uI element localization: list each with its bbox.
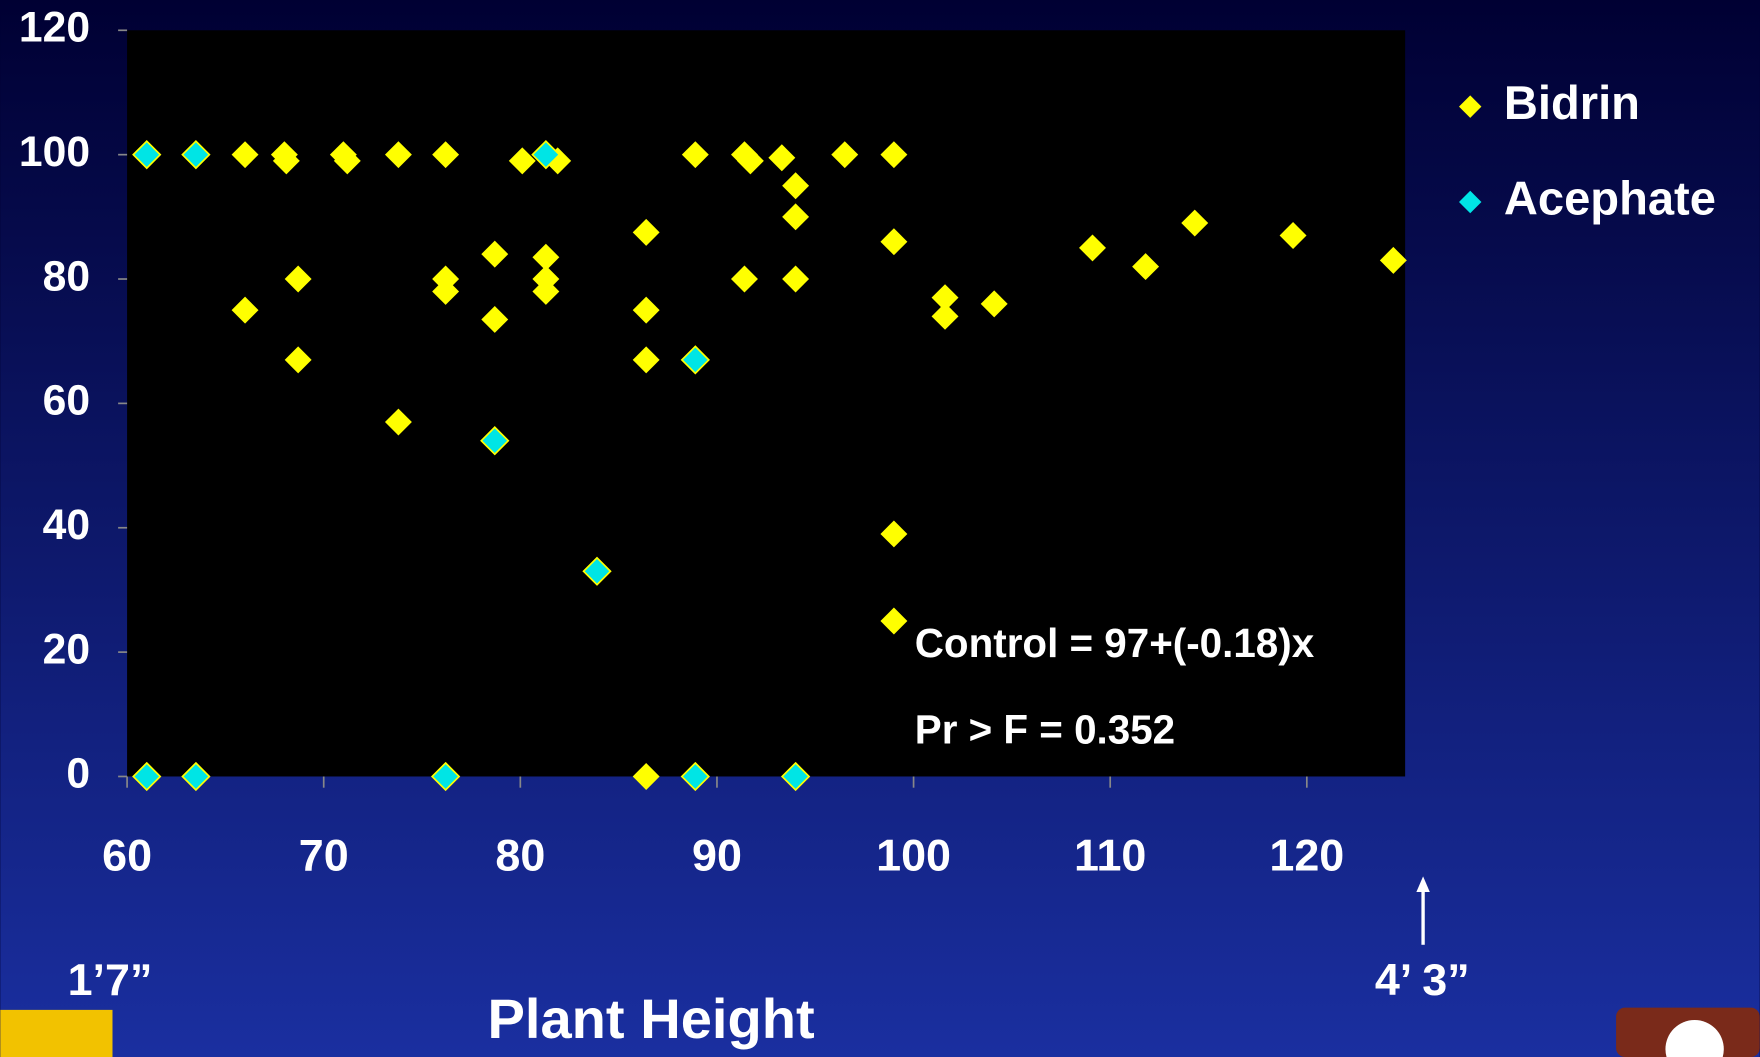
x-tick-label: 90 [692,829,742,880]
y-tick-label: 80 [43,252,90,300]
y-tick-label: 0 [66,750,90,798]
point [1379,246,1407,274]
point [768,144,796,172]
annotation: Control = 97+(-0.18)x [915,620,1315,666]
y-tick-label: 100 [19,128,90,176]
point [980,290,1008,318]
logo-left [0,1009,113,1057]
point [582,556,612,586]
point [632,763,660,790]
arrow-head [1416,876,1430,893]
point [782,172,810,200]
point [132,761,162,792]
point [680,345,710,375]
point [782,265,810,293]
x-tick-label: 60 [102,829,152,880]
y-tick-label: 120 [19,4,90,52]
point [480,426,510,456]
point [1132,253,1160,281]
point [430,761,461,792]
point [831,141,859,169]
x-tick-label: 110 [1074,829,1146,880]
point [736,147,764,175]
point [1279,222,1307,249]
x-axis-label: Plant Height [487,987,814,1050]
annotation: 4’ 3” [1375,954,1470,1005]
x-tick-label: 120 [1269,829,1344,880]
point [384,408,412,436]
point [272,147,300,175]
point [780,761,811,792]
point [432,141,460,169]
point [181,140,211,170]
x-tick-label: 80 [495,829,545,880]
y-tick-label: 20 [43,625,90,673]
point [680,761,710,792]
point [632,346,660,374]
point [880,141,908,169]
point [632,218,660,246]
annotation: 1’7” [68,954,153,1005]
point [731,265,758,293]
point [532,243,560,271]
point [508,147,536,175]
y-tick-label: 60 [43,377,90,425]
point [284,346,312,374]
point [880,607,908,635]
point [931,302,959,330]
point [1181,209,1209,237]
point [880,520,908,548]
annotation: Pr > F = 0.352 [915,706,1175,752]
point [632,296,660,324]
legend-label: Acephate [1504,171,1716,224]
point [782,203,810,231]
point [284,265,312,293]
point [333,147,361,175]
point [481,240,509,268]
point [132,140,162,170]
logo-right-icon [1665,1019,1724,1057]
point [532,277,560,305]
point [481,305,509,333]
x-tick-label: 100 [876,829,951,880]
y-tick-label: 40 [43,501,90,549]
point [531,140,561,170]
point [181,761,211,792]
point [681,141,709,169]
point [432,277,460,305]
point [931,284,959,312]
x-tick-label: 70 [299,829,349,880]
point [880,228,908,256]
point [384,141,412,169]
legend-label: Bidrin [1504,76,1640,129]
